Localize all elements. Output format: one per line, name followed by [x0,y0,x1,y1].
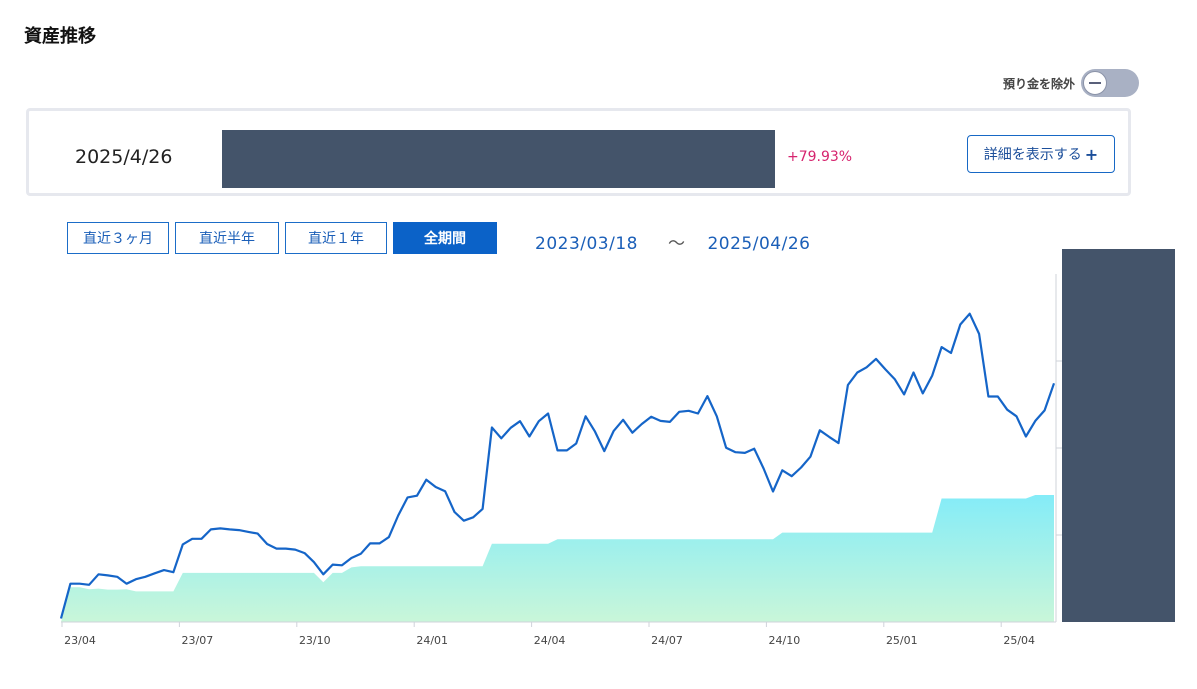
redacted-y-axis-labels [1062,249,1175,622]
deposit-area [61,495,1054,622]
x-tick-label: 25/04 [1003,634,1035,647]
x-tick-label: 24/07 [651,634,683,647]
x-tick-label: 23/10 [299,634,331,647]
show-details-button[interactable]: 詳細を表示する + [967,135,1115,173]
minus-icon [1089,82,1101,84]
summary-date: 2025/4/26 [75,146,173,168]
period-3months-button[interactable]: 直近３ヶ月 [67,222,169,254]
asset-value-line [59,312,1056,619]
period-selector: 直近３ヶ月 直近半年 直近１年 全期間 [67,222,497,254]
exclude-deposit-toggle-group: 預り金を除外 [1003,69,1139,97]
period-6months-button[interactable]: 直近半年 [175,222,279,254]
x-tick-label: 24/04 [534,634,566,647]
page-title: 資産推移 [24,26,96,47]
plus-icon: + [1084,144,1099,164]
period-1year-button[interactable]: 直近１年 [285,222,387,254]
x-tick-label: 24/10 [769,634,801,647]
exclude-deposit-toggle[interactable] [1081,69,1139,97]
period-all-button[interactable]: 全期間 [393,222,497,254]
exclude-deposit-label: 預り金を除外 [1002,76,1075,91]
asset-summary-box: 2025/4/26 +79.93% 詳細を表示する + [26,108,1131,196]
range-separator: ～ [667,234,686,254]
date-range: 2023/03/18 ～ 2025/04/26 [535,229,810,254]
range-end: 2025/04/26 [707,234,811,254]
change-percent: +79.93% [787,149,853,165]
x-tick-label: 25/01 [886,634,918,647]
x-tick-label: 23/04 [64,634,96,647]
redacted-amount [222,130,775,188]
x-tick-label: 24/01 [416,634,448,647]
toggle-knob [1083,71,1107,95]
show-details-label: 詳細を表示する [983,147,1082,163]
range-start: 2023/03/18 [535,234,638,254]
x-tick-label: 23/07 [182,634,214,647]
